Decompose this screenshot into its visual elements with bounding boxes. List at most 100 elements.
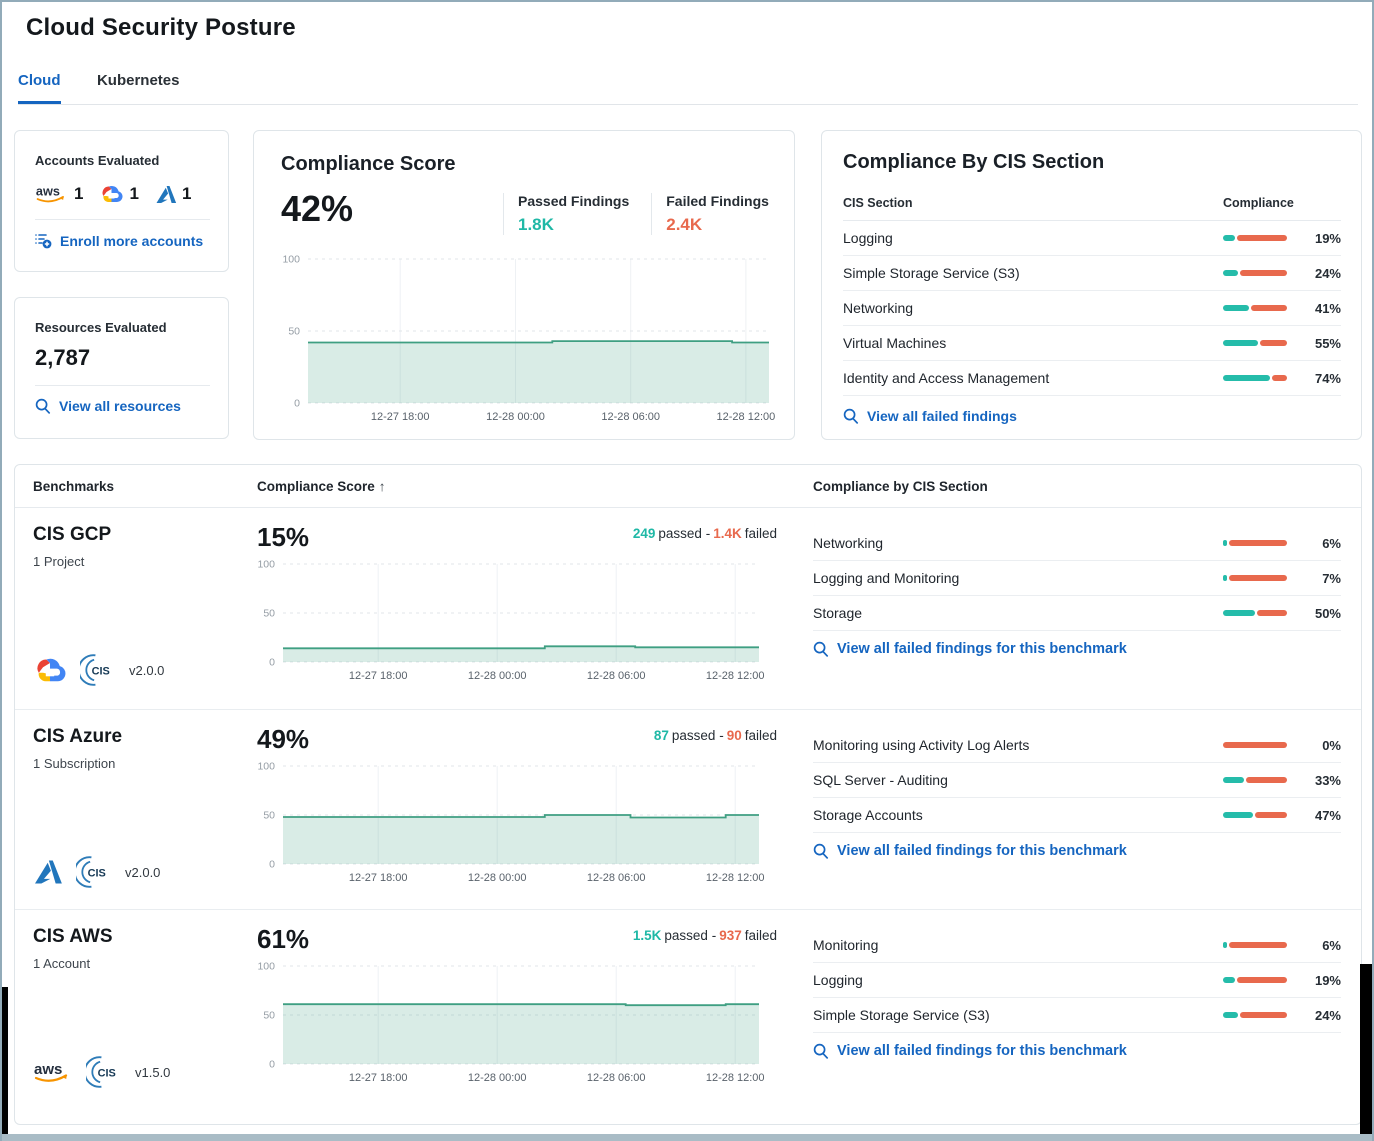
benchmark-info: CIS AWS 1 Account aws CIS	[33, 926, 257, 1126]
benchmark-row-cis-gcp: CIS GCP 1 Project CIS	[15, 508, 1361, 709]
compliance-percent: 0%	[1322, 737, 1341, 753]
benchmarks-table-header: Benchmarks Compliance Score ↑ Compliance …	[15, 465, 1361, 508]
svg-text:12-28 06:00: 12-28 06:00	[601, 411, 660, 423]
resources-count: 2,787	[35, 345, 91, 370]
gcp-account-count: 1	[99, 184, 139, 204]
svg-text:0: 0	[269, 657, 275, 669]
search-icon	[813, 843, 829, 859]
resources-evaluated-title: Resources Evaluated	[35, 320, 167, 335]
cis-logo-icon: CIS	[76, 854, 112, 890]
failed-findings-value: 2.4K	[666, 215, 703, 234]
svg-text:CIS: CIS	[88, 868, 106, 880]
cis-section-name: Monitoring	[813, 937, 879, 953]
svg-text:0: 0	[269, 1059, 275, 1071]
svg-text:100: 100	[257, 761, 275, 773]
svg-text:12-28 06:00: 12-28 06:00	[587, 1072, 646, 1084]
compliance-mini-bar	[1223, 575, 1287, 581]
provider-counts: aws 1 1 1	[35, 183, 210, 205]
search-icon	[35, 398, 51, 414]
svg-text:aws: aws	[34, 1061, 62, 1078]
view-failed-findings-benchmark-link[interactable]: View all failed findings for this benchm…	[813, 1043, 1341, 1059]
benchmark-info: CIS GCP 1 Project CIS	[33, 524, 257, 709]
enroll-accounts-icon	[35, 234, 52, 249]
compliance-by-cis-section-card: Compliance By CIS Section CIS Section Co…	[821, 130, 1362, 440]
benchmark-score-column: 49% 87 passed -90 failed 12-27 18:00 12-28 …	[257, 726, 813, 909]
svg-text:0: 0	[269, 859, 275, 871]
compliance-percent: 6%	[1322, 937, 1341, 953]
cis-section-column-header: CIS Section	[843, 196, 913, 210]
cis-section-row: Virtual Machines 55%	[843, 326, 1341, 361]
azure-logo-icon	[35, 860, 62, 884]
cis-section-list: Monitoring 6% Logging 19% Simple Storage Ser…	[813, 928, 1341, 1033]
cis-section-row: Monitoring 6%	[813, 928, 1341, 963]
passed-failed-summary: 1.5K passed -937 failed	[632, 928, 777, 943]
cis-section-row: Networking 41%	[843, 291, 1341, 326]
page-title: Cloud Security Posture	[26, 14, 296, 41]
benchmark-version: v2.0.0	[129, 662, 165, 678]
view-failed-findings-benchmark-link[interactable]: View all failed findings for this benchm…	[813, 843, 1341, 859]
compliance-score-column-header[interactable]: Compliance Score ↑	[257, 478, 386, 494]
svg-text:50: 50	[263, 1010, 275, 1022]
tab-bar: Cloud Kubernetes	[18, 72, 1358, 105]
cis-section-name: Logging	[843, 230, 893, 246]
gcp-logo-icon	[103, 185, 123, 203]
cis-section-row: Identity and Access Management 74%	[843, 361, 1341, 396]
aws-account-count: aws 1	[35, 184, 84, 203]
compliance-percent: 33%	[1314, 772, 1341, 788]
compliance-trend-chart: 12-27 18:00 12-28 00:00 12-28 06:00 12-28 1…	[247, 760, 813, 891]
cis-section-name: Simple Storage Service (S3)	[813, 1007, 990, 1023]
benchmark-name: CIS Azure	[33, 726, 123, 747]
compliance-percent: 55%	[1314, 335, 1341, 351]
benchmark-score-column: 15% 249 passed -1.4K failed 12-27 18:00 12-…	[257, 524, 813, 709]
svg-text:12-28 06:00: 12-28 06:00	[587, 872, 646, 884]
compliance-mini-bar	[1223, 340, 1287, 346]
compliance-percent: 74%	[1314, 370, 1341, 386]
svg-text:12-27 18:00: 12-27 18:00	[371, 411, 430, 423]
svg-text:12-28 12:00: 12-28 12:00	[717, 411, 776, 423]
cis-section-column-header: Compliance by CIS Section	[813, 478, 988, 494]
view-all-resources-link[interactable]: View all resources	[35, 398, 210, 414]
cis-section-name: Logging	[813, 972, 863, 988]
compliance-percent: 24%	[1314, 1007, 1341, 1023]
benchmark-info: CIS Azure 1 Subscription CIS v2.0	[33, 726, 257, 909]
enroll-more-accounts-link[interactable]: Enroll more accounts	[35, 232, 210, 249]
svg-text:12-28 00:00: 12-28 00:00	[486, 411, 545, 423]
compliance-mini-bar	[1223, 540, 1287, 546]
desktop-background-left	[2, 987, 8, 1136]
tab-cloud[interactable]: Cloud	[18, 72, 61, 104]
cis-section-name: SQL Server - Auditing	[813, 772, 948, 788]
benchmark-logos: aws CIS v1.5.0	[33, 1054, 170, 1090]
compliance-mini-bar	[1223, 235, 1287, 241]
cis-section-name: Storage Accounts	[813, 807, 923, 823]
benchmark-scope: 1 Account	[33, 956, 91, 971]
benchmark-name: CIS AWS	[33, 926, 113, 947]
compliance-column-header: Compliance	[1223, 196, 1294, 210]
compliance-trend-chart: 12-27 18:00 12-28 00:00 12-28 06:00 12-28 1…	[247, 960, 813, 1091]
svg-text:12-28 06:00: 12-28 06:00	[587, 670, 646, 682]
svg-text:12-28 00:00: 12-28 00:00	[468, 670, 527, 682]
passed-findings-value: 1.8K	[518, 215, 554, 234]
compliance-trend-chart: 12-27 18:00 12-28 00:00 12-28 06:00 12-28 1…	[247, 558, 813, 689]
compliance-mini-bar	[1223, 812, 1287, 818]
cis-section-row: Logging 19%	[843, 221, 1341, 256]
cis-section-row: Networking 6%	[813, 526, 1341, 561]
tab-kubernetes[interactable]: Kubernetes	[96, 72, 180, 89]
svg-text:12-27 18:00: 12-27 18:00	[349, 1072, 408, 1084]
search-icon	[843, 408, 859, 424]
accounts-evaluated-title: Accounts Evaluated	[35, 153, 160, 168]
compliance-percent: 6%	[1322, 535, 1341, 551]
aws-logo-icon: aws	[34, 1061, 68, 1082]
cis-section-list: Monitoring using Activity Log Alerts 0% SQ…	[813, 728, 1341, 833]
svg-text:CIS: CIS	[92, 666, 110, 678]
view-failed-findings-benchmark-link[interactable]: View all failed findings for this benchm…	[813, 641, 1341, 657]
view-all-failed-findings-link[interactable]: View all failed findings	[843, 408, 1341, 424]
cis-section-row: Monitoring using Activity Log Alerts 0%	[813, 728, 1341, 763]
cis-table-header: CIS Section Compliance	[843, 196, 1341, 221]
compliance-percent: 24%	[1314, 265, 1341, 281]
benchmark-score: 15%	[257, 522, 310, 552]
svg-text:0: 0	[294, 398, 300, 410]
search-icon	[813, 1043, 829, 1059]
passed-findings-label: Passed Findings	[518, 193, 630, 209]
svg-text:100: 100	[282, 254, 300, 266]
svg-text:12-28 12:00: 12-28 12:00	[706, 670, 765, 682]
